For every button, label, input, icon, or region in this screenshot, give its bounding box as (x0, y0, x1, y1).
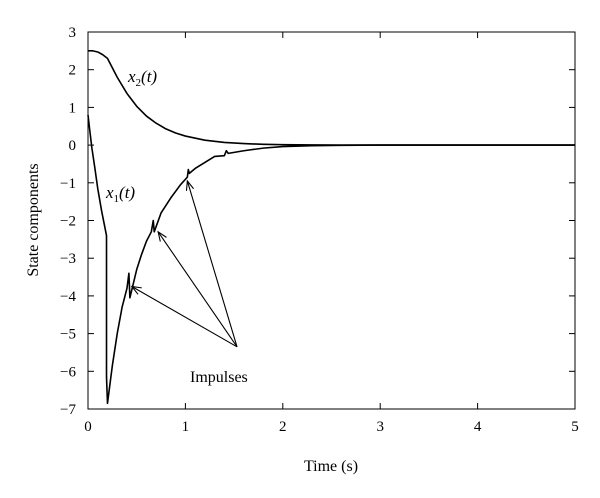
impulse-arrow-head (185, 179, 194, 191)
x1-curve-label: x1(t) (105, 183, 135, 205)
y-tick-label: 2 (69, 63, 77, 79)
plot-content (87, 50, 575, 405)
y-tick-label: −1 (60, 176, 76, 192)
impulses-label: Impulses (190, 369, 248, 386)
x-tick-label: 2 (279, 419, 287, 435)
impulse-arrow-head (157, 230, 167, 242)
x-axis-title: Time (s) (304, 458, 358, 475)
y-tick-label: 3 (69, 25, 77, 41)
impulse-arrow-head (130, 285, 142, 295)
y-tick-label: −4 (60, 289, 76, 305)
x-tick-label: 3 (376, 419, 384, 435)
x-tick-label: 1 (182, 419, 190, 435)
series-line-x2 (88, 50, 575, 146)
x-tick-label: 0 (84, 419, 92, 435)
tick-group: 0 1 2 3 4 5 3 2 1 0 −1 −2 −3 −4 −5 −6 −7 (60, 25, 579, 435)
annotation-group (130, 179, 238, 348)
y-tick-label: −2 (60, 214, 76, 230)
series-line-x1 (87, 114, 575, 405)
x-tick-label: 5 (571, 419, 579, 435)
y-axis-title: State components (25, 163, 42, 276)
x2-curve-label: x2(t) (127, 67, 157, 89)
plot-frame (87, 31, 576, 410)
y-tick-label: 1 (69, 100, 77, 116)
y-tick-label: 0 (69, 138, 77, 154)
y-tick-label: −3 (60, 251, 76, 267)
impulse-arrow-line (157, 231, 238, 348)
impulse-arrow-line (131, 285, 238, 348)
impulse-arrow-line (186, 180, 238, 347)
y-tick-label: −6 (60, 364, 76, 380)
x-tick-label: 4 (474, 419, 482, 435)
y-tick-label: −5 (60, 327, 76, 343)
y-tick-label: −7 (60, 402, 76, 418)
